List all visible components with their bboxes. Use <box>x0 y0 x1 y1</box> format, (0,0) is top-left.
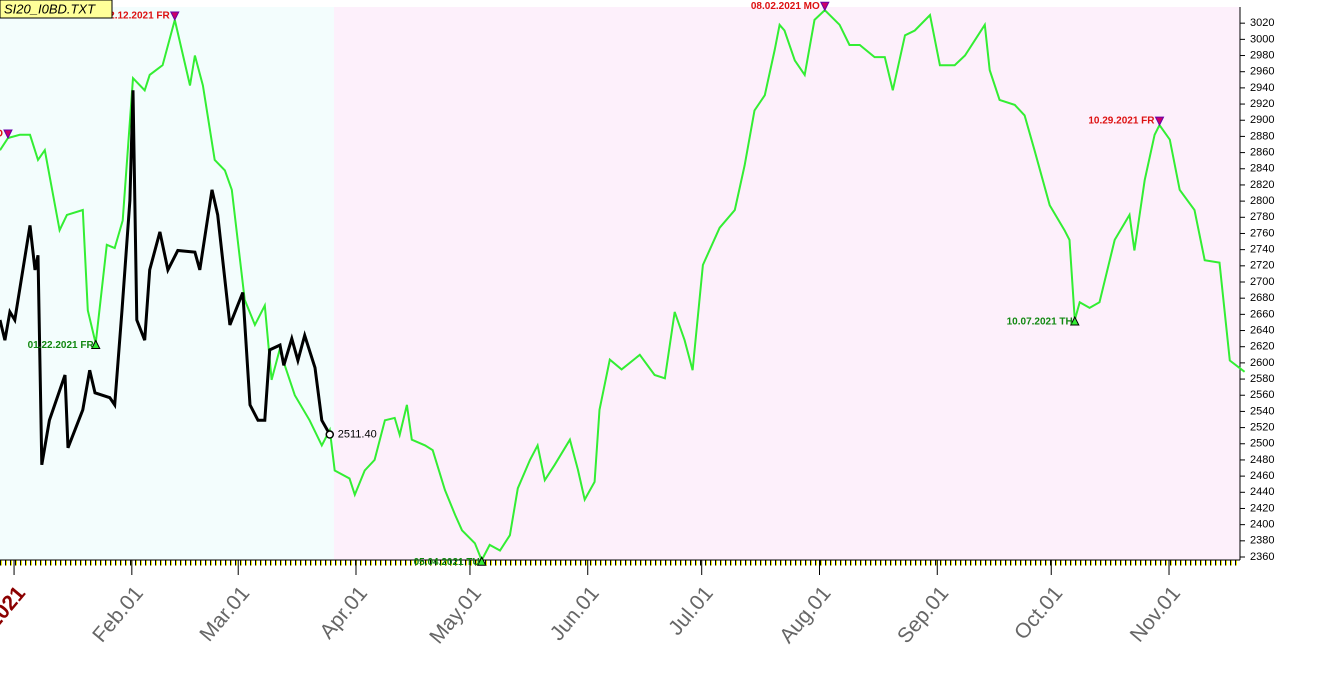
y-tick-label: 2460 <box>1250 470 1274 482</box>
y-tick-label: 2980 <box>1250 49 1274 61</box>
y-tick-label: 2500 <box>1250 438 1274 450</box>
peak-label: 10.29.2021 FR <box>1088 116 1155 127</box>
y-tick-label: 3020 <box>1250 17 1274 29</box>
x-tick-label: Sep.01 <box>893 582 953 648</box>
peak-marker <box>169 11 180 22</box>
trough-marker <box>476 556 487 566</box>
y-tick-label: 2660 <box>1250 308 1274 320</box>
x-tick-label: Nov.01 <box>1126 582 1185 647</box>
y-tick-label: 2780 <box>1250 211 1274 223</box>
y-tick-label: 2960 <box>1250 66 1274 78</box>
x-tick-label: Feb.01 <box>88 582 148 647</box>
y-tick-label: 2580 <box>1250 373 1274 385</box>
zone-shade <box>0 7 334 560</box>
x-tick-label: Aug.01 <box>775 582 835 648</box>
title-box <box>0 0 113 19</box>
x-tick-label: Jun.01 <box>546 582 604 645</box>
y-tick-label: 2760 <box>1250 227 1274 239</box>
x-tick-label: Mar.01 <box>195 582 254 646</box>
y-tick-label: 2640 <box>1250 324 1274 336</box>
chart-title: SI20_I0BD.TXT <box>4 1 96 16</box>
y-tick-label: 2480 <box>1250 454 1274 466</box>
series-line <box>0 8 1246 563</box>
y-tick-label: 3000 <box>1250 33 1274 45</box>
y-tick-label: 2440 <box>1250 486 1274 498</box>
y-tick-label: 2680 <box>1250 292 1274 304</box>
y-tick-label: 2700 <box>1250 276 1274 288</box>
trough-label: 10.07.2021 TH <box>1007 317 1073 328</box>
x-tick-label: Apr.01 <box>315 582 372 643</box>
y-tick-label: 2360 <box>1250 551 1274 563</box>
end-marker <box>325 430 335 439</box>
x-tick-label: Oct.01 <box>1010 582 1067 644</box>
x-tick-label: 2021 <box>0 582 30 633</box>
y-tick-label: 2720 <box>1250 260 1274 272</box>
y-tick-label: 2560 <box>1250 389 1274 401</box>
peak-label: 02.12.2021 FR <box>104 11 171 22</box>
x-tick-label: May.01 <box>425 582 486 648</box>
y-tick-label: 2380 <box>1250 535 1274 547</box>
peak-label: 08.02.2021 MO <box>751 1 820 12</box>
peak-label: D <box>0 129 3 140</box>
peak-marker <box>3 129 13 140</box>
zone-shade <box>334 7 1240 560</box>
y-tick-label: 2880 <box>1250 130 1274 142</box>
y-tick-label: 2520 <box>1250 421 1274 433</box>
x-tick-label: Jul.01 <box>664 582 718 640</box>
y-tick-label: 2800 <box>1250 195 1274 207</box>
peak-marker <box>819 1 830 12</box>
y-tick-label: 2620 <box>1250 341 1274 353</box>
y-tick-label: 2900 <box>1250 114 1274 126</box>
y-tick-label: 2840 <box>1250 163 1274 175</box>
series-line <box>0 90 332 466</box>
peak-marker <box>1154 116 1165 127</box>
trough-label: 05.04.2021 TU <box>414 557 480 568</box>
end-label: 2511.40 <box>338 428 377 440</box>
y-tick-label: 2820 <box>1250 179 1274 191</box>
trough-marker <box>1069 315 1080 326</box>
y-tick-label: 2740 <box>1250 244 1274 256</box>
y-tick-label: 2420 <box>1250 502 1274 514</box>
y-tick-label: 2600 <box>1250 357 1274 369</box>
y-tick-label: 2540 <box>1250 405 1274 417</box>
trough-marker <box>90 339 101 349</box>
y-tick-label: 2400 <box>1250 519 1274 531</box>
trough-label: 01.22.2021 FR <box>28 340 95 351</box>
y-tick-label: 2940 <box>1250 82 1274 94</box>
y-tick-label: 2860 <box>1250 146 1274 158</box>
y-tick-label: 2920 <box>1250 98 1274 110</box>
